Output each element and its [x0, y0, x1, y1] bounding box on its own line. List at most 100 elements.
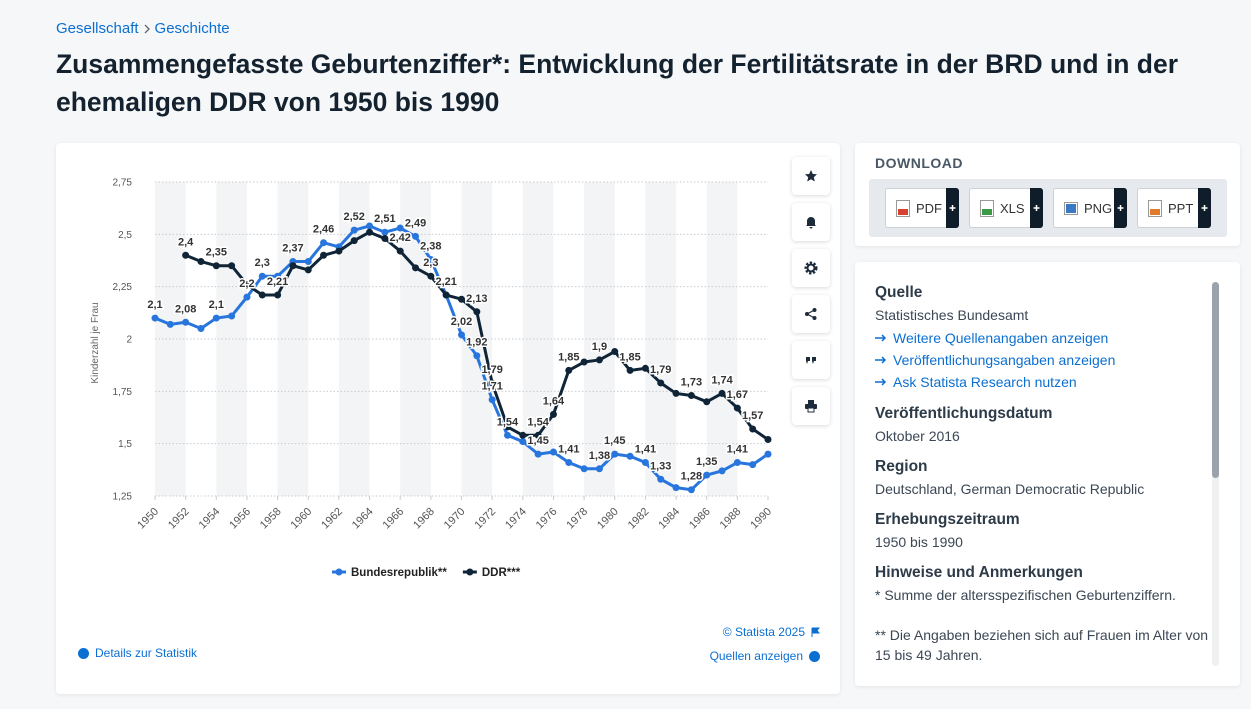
data-point: [764, 435, 772, 443]
section-text: Deutschland, German Democratic Republic: [875, 481, 1145, 497]
data-label: 2,08: [175, 303, 196, 315]
data-point: [488, 379, 496, 387]
data-point: [274, 291, 282, 299]
section-heading: Quelle: [875, 284, 923, 301]
sources-link[interactable]: Quellen anzeigen: [710, 649, 820, 663]
download-ppt[interactable]: PPT: [1137, 188, 1211, 228]
details-link[interactable]: Details zur Statistik: [78, 646, 197, 660]
data-label: 1,28: [681, 471, 702, 483]
data-point: [611, 450, 619, 458]
cite-button[interactable]: [792, 341, 830, 379]
data-point: [473, 308, 481, 316]
section-text: 1950 bis 1990: [875, 534, 963, 550]
breadcrumb: Gesellschaft Geschichte: [56, 20, 230, 37]
data-point: [212, 314, 220, 322]
data-label: 2,38: [420, 240, 441, 252]
share-button[interactable]: [792, 295, 830, 333]
data-label: 1,57: [742, 410, 763, 422]
legend-label: Bundesrepublik**: [351, 567, 447, 579]
x-tick-label: 1962: [319, 506, 345, 532]
data-point: [182, 251, 190, 259]
breadcrumb-link[interactable]: Gesellschaft: [56, 20, 139, 37]
data-label: 2,1: [209, 299, 224, 311]
x-tick-label: 1978: [564, 506, 590, 532]
toolbar: [792, 157, 830, 425]
data-point: [703, 398, 711, 406]
x-tick-label: 1984: [656, 506, 682, 532]
data-point: [320, 251, 328, 259]
sources-text: Quellen anzeigen: [709, 649, 803, 663]
data-label: 2,02: [451, 316, 472, 328]
info-link[interactable]: Veröffentlichungsangaben anzeigen: [875, 349, 1215, 371]
info-content: Quelle Statistisches Bundesamt Weitere Q…: [875, 284, 1215, 664]
data-point: [458, 331, 465, 339]
link-text: Veröffentlichungsangaben anzeigen: [893, 352, 1116, 368]
copyright[interactable]: © Statista 2025: [723, 625, 820, 639]
y-tick-label: 2: [126, 335, 132, 346]
y-tick-label: 2,5: [118, 230, 132, 241]
data-point: [335, 247, 343, 255]
scrollbar[interactable]: [1212, 282, 1219, 478]
data-label: 1,38: [589, 450, 610, 462]
data-point: [534, 450, 542, 458]
button-label: XLS: [1000, 200, 1025, 216]
data-point: [412, 232, 420, 240]
data-label: 1,64: [543, 395, 565, 407]
download-xls[interactable]: XLS: [969, 188, 1043, 228]
data-point: [595, 465, 603, 473]
x-tick-label: 1976: [534, 506, 560, 532]
section-heading: Veröffentlichungsdatum: [875, 405, 1053, 422]
download-png[interactable]: PNG: [1053, 188, 1127, 228]
x-tick-label: 1964: [350, 506, 376, 532]
notify-button[interactable]: [792, 203, 830, 241]
data-label: 1,79: [650, 364, 671, 376]
data-label: 2,2: [239, 278, 254, 290]
x-tick-label: 1980: [595, 506, 621, 532]
data-point: [182, 318, 190, 326]
info-link[interactable]: Weitere Quellenangaben anzeigen: [875, 327, 1215, 349]
data-point: [166, 320, 174, 328]
button-label: PDF: [916, 200, 942, 216]
data-label: 1,45: [604, 435, 625, 447]
download-heading: DOWNLOAD: [875, 155, 963, 171]
y-tick-label: 1,75: [113, 387, 133, 398]
x-tick-label: 1988: [718, 506, 744, 532]
info-link[interactable]: Ask Statista Research nutzen: [875, 371, 1215, 393]
data-point: [212, 262, 220, 270]
data-point: [427, 255, 435, 263]
data-point: [396, 247, 404, 255]
data-label: 1,85: [558, 351, 579, 363]
data-point: [549, 448, 557, 456]
breadcrumb-link[interactable]: Geschichte: [154, 20, 230, 37]
data-point: [534, 431, 542, 439]
data-label: 1,92: [466, 337, 487, 349]
data-label: 2,21: [435, 276, 456, 288]
chart-card: 1,25 1,5 1,75 2 2,25 2,5 2,75 1950 1952 1954 1956 1…: [56, 143, 840, 694]
data-label: 1,73: [681, 377, 702, 389]
print-button[interactable]: [792, 387, 830, 425]
data-point: [381, 235, 389, 243]
download-card: DOWNLOAD PDF XLS PNG PPT: [855, 143, 1240, 246]
data-point: [733, 404, 741, 412]
note-text: ** Die Angaben beziehen sich auf Frauen …: [875, 627, 1209, 663]
data-point: [611, 348, 619, 356]
data-point: [733, 459, 741, 467]
data-label: 2,42: [389, 232, 410, 244]
data-label: 2,3: [255, 257, 270, 269]
legend: Bundesrepublik** DDR***: [332, 567, 521, 579]
download-pdf[interactable]: PDF: [885, 188, 959, 228]
data-point: [580, 465, 588, 473]
copyright-text: © Statista 2025: [722, 625, 805, 639]
data-point: [687, 392, 695, 400]
settings-button[interactable]: [792, 249, 830, 287]
data-point: [503, 423, 511, 431]
x-tick-label: 1986: [687, 506, 713, 532]
data-point: [718, 389, 726, 397]
x-tick-label: 1958: [258, 506, 284, 532]
download-buttons: PDF XLS PNG PPT: [869, 179, 1227, 237]
favorite-button[interactable]: [792, 157, 830, 195]
section-text: Oktober 2016: [875, 428, 960, 444]
x-tick-label: 1982: [626, 506, 652, 532]
data-label: 1,41: [558, 444, 579, 456]
